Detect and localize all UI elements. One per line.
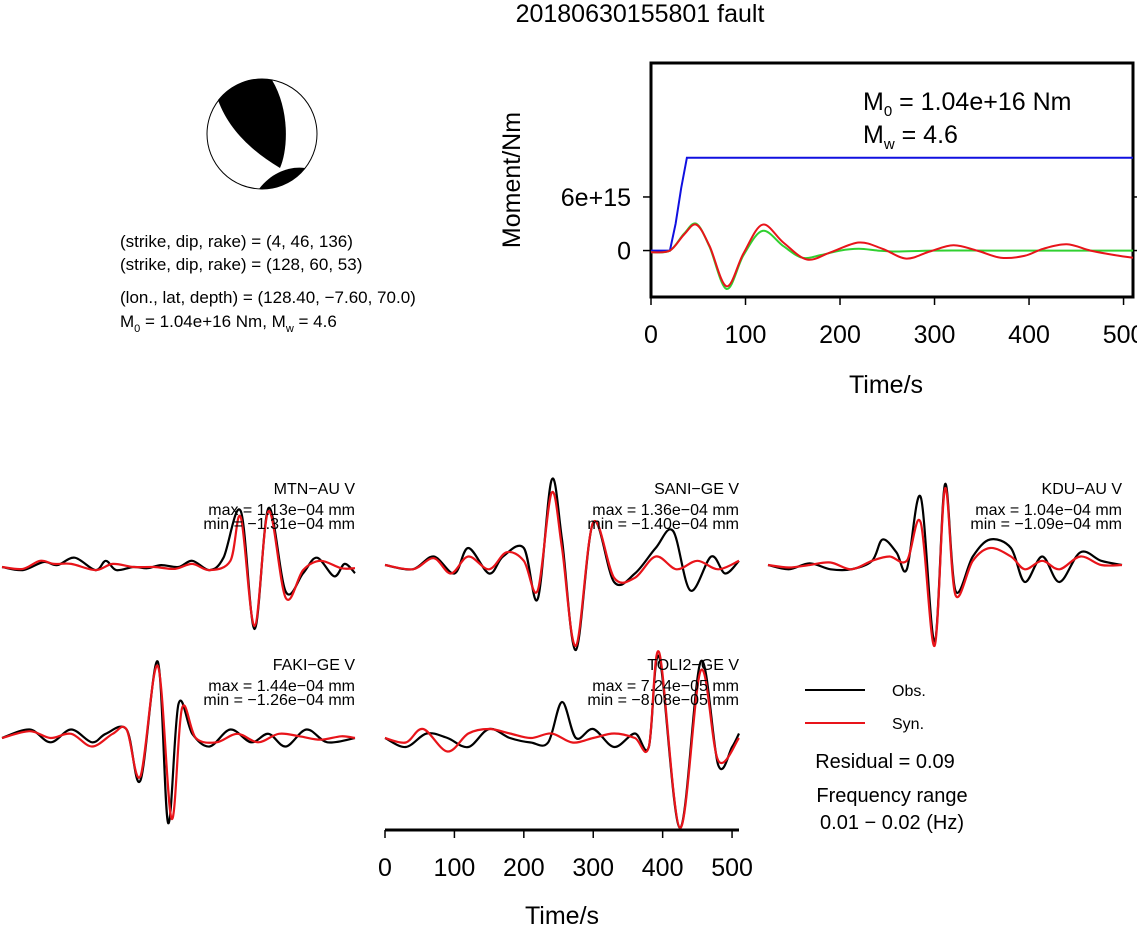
synthetic-waveform	[1, 664, 356, 820]
waveform-xtick-label: 400	[642, 854, 684, 882]
synthetic-waveform	[384, 650, 740, 830]
observed-waveform	[1, 660, 356, 825]
frequency-range-title: Frequency range	[816, 785, 967, 807]
waveform-xtick-label: 100	[434, 854, 476, 882]
legend-obs-label: Obs.	[892, 683, 926, 700]
waveform-time-axis: 0 100 200 300 400 500	[378, 828, 753, 882]
waveform-xtick-label: 300	[572, 854, 614, 882]
moment-series-line	[650, 222, 1133, 290]
waveform-xtick-label: 0	[378, 854, 392, 882]
figure-title: 20180630155801 fault	[516, 0, 765, 28]
plane2-text: (strike, dip, rake) = (128, 60, 53)	[120, 255, 362, 274]
moment-summary-text: M0 = 1.04e+16 Nm, Mw = 4.6	[120, 312, 337, 335]
station-label: KDU−AU V	[1042, 481, 1123, 498]
legend: Obs. Syn. Residual = 0.09 Frequency rang…	[805, 683, 968, 834]
waveform-xtick-label: 200	[503, 854, 545, 882]
moment-ylabel: Moment/Nm	[498, 112, 526, 248]
moment-series-line	[650, 223, 1134, 288]
moment-xtick-label: 200	[819, 321, 861, 349]
synthetic-waveform	[767, 487, 1123, 647]
moment-xtick-label: 0	[644, 321, 658, 349]
moment-m0-annotation: M0 = 1.04e+16 Nm	[863, 88, 1071, 120]
beachball-group	[206, 78, 318, 190]
max-amplitude-label: max = 1.04e−04 mm	[975, 502, 1122, 519]
waveform-xtick-label: 500	[711, 854, 753, 882]
plane1-text: (strike, dip, rake) = (4, 46, 136)	[120, 232, 353, 251]
moment-lines	[650, 156, 1134, 290]
moment-ytick-label: 6e+15	[561, 184, 631, 212]
moment-xtick-label: 300	[914, 321, 956, 349]
station-label: FAKI−GE V	[273, 657, 356, 674]
frequency-range-value: 0.01 − 0.02 (Hz)	[820, 812, 964, 834]
station-label: SANI−GE V	[654, 481, 739, 498]
beachball-compression-quadrant-1	[218, 78, 286, 168]
observed-waveform	[384, 654, 740, 830]
max-amplitude-label: max = 1.36e−04 mm	[592, 502, 739, 519]
min-amplitude-label: min = −1.31e−04 mm	[203, 516, 355, 533]
legend-syn-label: Syn.	[892, 716, 924, 733]
moment-mw-annotation: Mw = 4.6	[863, 121, 958, 153]
station-label: TOLI2−GE V	[647, 657, 739, 674]
waveform-xlabel: Time/s	[525, 902, 599, 927]
synthetic-waveform	[384, 490, 740, 647]
moment-series-line	[651, 156, 1133, 252]
moment-xtick-label: 500	[1103, 321, 1137, 349]
station-label: MTN−AU V	[274, 481, 356, 498]
moment-ytick-label: 0	[617, 238, 631, 266]
location-text: (lon., lat, depth) = (128.40, −7.60, 70.…	[120, 288, 416, 307]
min-amplitude-label: min = −8.08e−05 mm	[587, 692, 739, 709]
min-amplitude-label: min = −1.40e−04 mm	[587, 516, 739, 533]
moment-xlabel: Time/s	[849, 371, 923, 399]
moment-panel: 010020030040050006e+15 M0 = 1.04e+16 Nm …	[498, 61, 1137, 399]
moment-xtick-label: 400	[1008, 321, 1050, 349]
synthetic-waveform	[1, 510, 356, 628]
moment-plot-frame	[649, 61, 1135, 299]
moment-xtick-label: 100	[725, 321, 767, 349]
max-amplitude-label: max = 1.44e−04 mm	[208, 678, 355, 695]
residual-text: Residual = 0.09	[815, 751, 955, 773]
moment-ticks: 0 100 200 300 400 500 0 6e+15	[561, 184, 1137, 349]
min-amplitude-label: min = −1.26e−04 mm	[203, 692, 355, 709]
observed-waveform	[1, 506, 356, 631]
beachball-compression-quadrant-2	[259, 167, 305, 190]
min-amplitude-label: min = −1.09e−04 mm	[970, 516, 1122, 533]
max-amplitude-label: max = 7.24e−05 mm	[592, 678, 739, 695]
max-amplitude-label: max = 1.13e−04 mm	[208, 502, 355, 519]
